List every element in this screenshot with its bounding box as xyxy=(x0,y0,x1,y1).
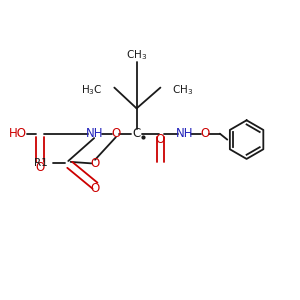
Text: O: O xyxy=(156,133,165,146)
Text: NH: NH xyxy=(176,127,193,140)
Text: CH$_3$: CH$_3$ xyxy=(172,84,194,98)
Text: HO: HO xyxy=(9,127,27,140)
Text: O: O xyxy=(35,161,45,174)
Text: C: C xyxy=(133,127,141,140)
Text: O: O xyxy=(90,182,100,195)
Text: H$_3$C: H$_3$C xyxy=(81,84,102,98)
Text: CH$_3$: CH$_3$ xyxy=(126,48,147,62)
Text: R1: R1 xyxy=(34,158,47,168)
Text: O: O xyxy=(111,127,120,140)
Text: O: O xyxy=(90,157,100,170)
Text: O: O xyxy=(200,127,210,140)
Text: NH: NH xyxy=(86,127,104,140)
